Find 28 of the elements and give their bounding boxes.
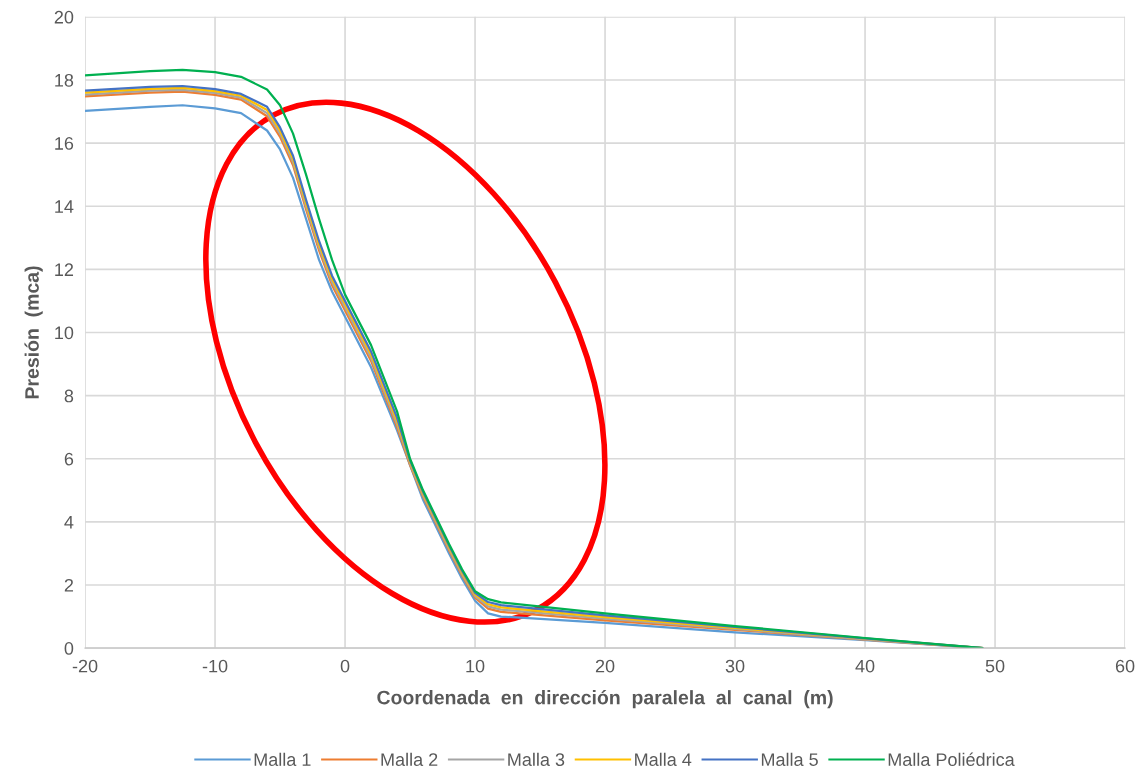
x-tick-label: 40	[855, 659, 875, 673]
legend-label: Malla 1	[254, 752, 311, 766]
legend-label: Malla 5	[761, 752, 818, 766]
y-axis-title: Presión (mca)	[24, 266, 43, 399]
y-tick-label: 2	[64, 578, 74, 592]
legend-label: Malla 3	[508, 752, 565, 766]
x-tick-label: 10	[466, 659, 485, 673]
x-tick-label: 0	[340, 659, 350, 673]
x-tick-label: 60	[1115, 659, 1135, 673]
y-tick-label: 10	[55, 326, 74, 340]
x-tick-label: -20	[72, 659, 98, 673]
y-tick-label: 4	[64, 515, 74, 529]
y-tick-label: 18	[55, 73, 74, 87]
y-tick-label: 8	[64, 389, 74, 403]
x-tick-label: -10	[202, 659, 228, 673]
legend-label: Malla Poliédrica	[888, 752, 1015, 766]
y-tick-label: 0	[64, 642, 74, 655]
legend-label: Malla 4	[635, 752, 692, 766]
y-tick-label: 6	[64, 452, 74, 466]
x-tick-label: 20	[595, 659, 615, 673]
y-tick-label: 16	[55, 137, 74, 150]
x-tick-label: 30	[725, 659, 745, 673]
y-tick-label: 20	[54, 10, 74, 24]
y-tick-label: 12	[55, 263, 74, 276]
x-axis-title: Coordenada en dirección paralela al canal (m)	[377, 689, 833, 709]
legend-label: Malla 2	[381, 752, 438, 766]
x-tick-label: 50	[985, 659, 1005, 673]
y-tick-label: 14	[55, 200, 74, 213]
